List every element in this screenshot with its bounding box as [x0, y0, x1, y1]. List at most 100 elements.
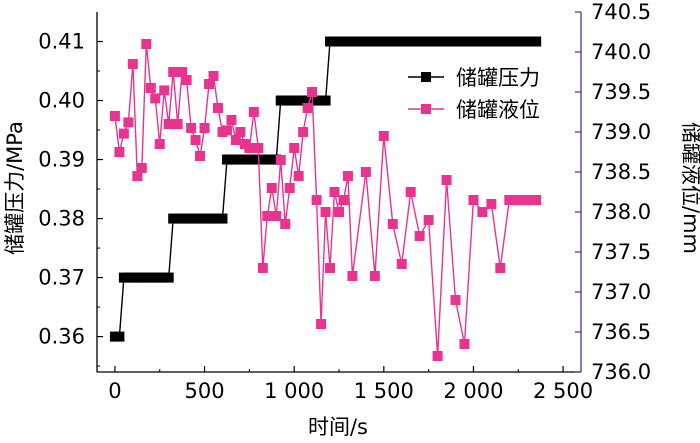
- level-point: [432, 351, 443, 361]
- level-point: [338, 195, 349, 205]
- level-point: [253, 143, 264, 153]
- level-point: [477, 207, 488, 217]
- level-point: [141, 39, 152, 49]
- level-point: [387, 219, 398, 229]
- level-point: [369, 271, 380, 281]
- x-tick-label: 1 500: [354, 379, 414, 403]
- level-point: [495, 263, 506, 273]
- y-right-tick-label: 739.5: [591, 80, 651, 104]
- y-axis-right-label: 储罐液位/mm: [679, 122, 700, 254]
- level-point: [320, 207, 331, 217]
- y-left-tick-label: 0.41: [38, 30, 85, 54]
- level-point: [289, 143, 300, 153]
- legend: 储罐压力 储罐液位: [408, 66, 540, 122]
- level-point: [132, 171, 143, 181]
- level-point: [168, 67, 179, 77]
- level-point: [163, 119, 174, 129]
- level-point: [186, 123, 197, 133]
- level-point: [150, 93, 161, 104]
- level-point: [468, 195, 479, 205]
- y-left-tick-label: 0.36: [38, 325, 85, 349]
- level-point: [293, 171, 304, 181]
- level-point: [334, 207, 344, 217]
- level-point: [248, 107, 259, 117]
- level-point: [208, 71, 219, 81]
- y-right-tick-label: 737.0: [591, 280, 651, 304]
- level-point: [271, 211, 282, 221]
- pressure-point: [217, 213, 228, 224]
- y-right-tick-label: 737.5: [591, 240, 651, 264]
- level-point: [181, 75, 192, 85]
- y-axis-left-label: 储罐压力/MPa: [3, 121, 27, 255]
- y-right-tick-label: 740.5: [591, 0, 651, 24]
- level-point: [213, 103, 223, 113]
- x-axis-label: 时间/s: [308, 415, 368, 439]
- level-point: [329, 187, 340, 197]
- level-point: [396, 259, 407, 269]
- level-point: [221, 125, 232, 136]
- y-right-tick-label: 736.5: [591, 320, 651, 344]
- legend-label-pressure: 储罐压力: [456, 66, 540, 90]
- legend-swatch-marker-level: [421, 104, 431, 114]
- x-tick-label: 1 000: [264, 379, 324, 403]
- level-point: [311, 195, 322, 205]
- y-right-tick-label: 736.0: [591, 360, 651, 384]
- y-right-tick-label: 738.0: [591, 200, 651, 224]
- level-point: [423, 215, 434, 225]
- level-point: [414, 231, 425, 241]
- level-point: [531, 195, 542, 205]
- level-point: [172, 119, 183, 129]
- x-tick-label: 0: [108, 379, 121, 403]
- pressure-point: [163, 272, 174, 283]
- level-point: [307, 87, 318, 97]
- level-point: [298, 127, 309, 137]
- pressure-point: [320, 95, 331, 106]
- level-point: [154, 139, 165, 149]
- level-point: [123, 117, 134, 128]
- ticks-group: 0 500 1 000 1 500 2 000 2 500 0.36 0.37 0.38 0.39…: [38, 0, 651, 403]
- level-point: [244, 143, 255, 153]
- level-point: [118, 128, 129, 139]
- level-point: [522, 195, 533, 205]
- level-point: [114, 147, 125, 157]
- level-point: [127, 59, 138, 69]
- level-point: [266, 183, 277, 193]
- level-point: [504, 195, 515, 205]
- level-point: [513, 195, 524, 205]
- pressure-series-group: [109, 36, 542, 342]
- pressure-point: [531, 36, 542, 47]
- level-point: [159, 85, 170, 96]
- pressure-point: [114, 331, 125, 342]
- level-point: [405, 187, 416, 197]
- level-point: [347, 271, 358, 281]
- y-left-tick-label: 0.38: [38, 207, 85, 231]
- level-point: [177, 67, 188, 77]
- level-point: [378, 131, 389, 141]
- level-point: [459, 339, 470, 349]
- legend-swatch-marker-pressure: [421, 72, 431, 82]
- level-point: [284, 183, 295, 193]
- level-point: [190, 135, 201, 145]
- level-point: [450, 295, 461, 305]
- y-left-tick-label: 0.37: [38, 266, 85, 290]
- level-point: [257, 263, 268, 273]
- level-point: [136, 163, 147, 173]
- x-tick-label: 2 000: [443, 379, 503, 403]
- level-point: [342, 171, 353, 181]
- level-point: [360, 167, 371, 177]
- level-point: [195, 151, 206, 161]
- level-point: [275, 155, 286, 165]
- level-point: [302, 103, 313, 113]
- level-point: [316, 319, 327, 329]
- level-series-group: [109, 39, 542, 361]
- y-right-tick-label: 740.0: [591, 40, 651, 64]
- level-point: [230, 135, 241, 145]
- level-point: [204, 79, 215, 89]
- level-point: [235, 127, 246, 137]
- level-point: [109, 111, 120, 121]
- level-point: [441, 175, 452, 185]
- legend-label-level: 储罐液位: [456, 98, 540, 122]
- x-tick-label: 2 500: [533, 379, 593, 403]
